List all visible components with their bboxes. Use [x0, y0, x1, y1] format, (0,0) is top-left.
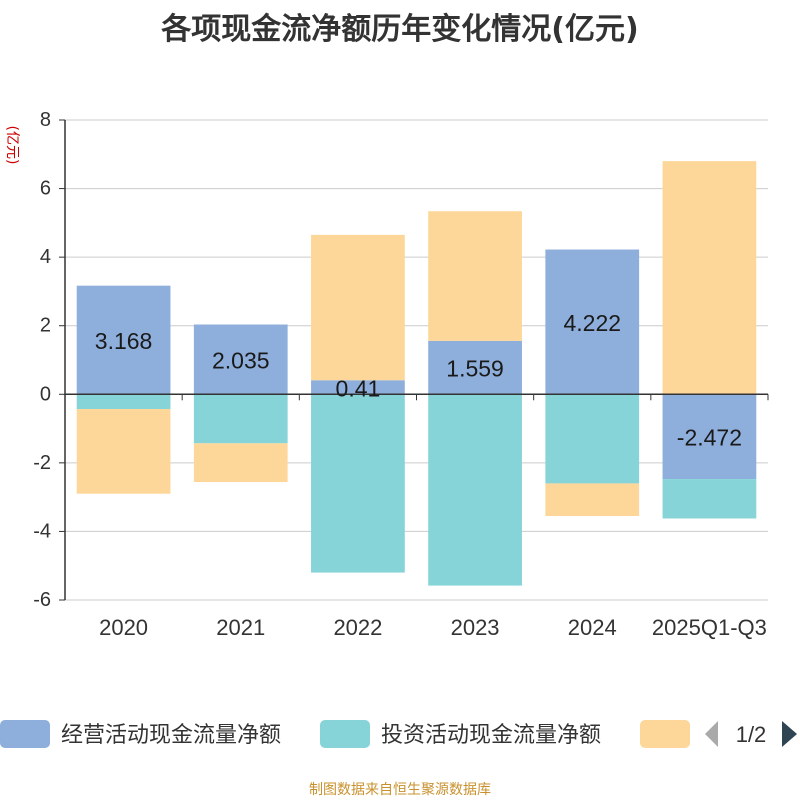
bar-series1-2025Q1-Q3[interactable] [662, 394, 757, 480]
x-tick-label: 2025Q1-Q3 [652, 615, 767, 640]
y-tick-label: -2 [33, 452, 51, 474]
legend-swatch-2[interactable] [320, 720, 370, 748]
y-tick-label: 8 [40, 109, 51, 131]
bar-series1-2021[interactable] [193, 324, 288, 395]
data-label: 1.559 [446, 356, 504, 382]
source-footer: 制图数据来自恒生聚源数据库 [309, 782, 491, 798]
chart-title: 各项现金流净额历年变化情况(亿元) [161, 12, 639, 47]
bar-series2-2024[interactable] [545, 394, 640, 484]
bar-series2-2021[interactable] [193, 394, 288, 444]
bar-series1-2020[interactable] [76, 285, 171, 395]
y-tick-label: 6 [40, 178, 51, 200]
bar-series2-2022[interactable] [311, 394, 405, 573]
y-tick-label: 0 [40, 383, 51, 405]
bar-series3-2023[interactable] [428, 211, 522, 341]
bar-series2-2023[interactable] [428, 394, 522, 586]
legend-label-2[interactable]: 投资活动现金流量净额 [381, 723, 601, 748]
bar-series3-2024[interactable] [545, 483, 640, 516]
y-axis-label: (亿元) [4, 126, 20, 165]
x-tick-label: 2022 [333, 615, 382, 640]
bar-series3-2021[interactable] [193, 443, 288, 483]
y-tick-label: -6 [33, 589, 51, 611]
bar-series3-2020[interactable] [76, 409, 171, 494]
x-tick-label: 2020 [99, 615, 148, 640]
y-tick-label: -4 [33, 520, 51, 542]
bar-series1-2023[interactable] [428, 340, 522, 395]
x-tick-label: 2021 [216, 615, 265, 640]
bar-series1-2022[interactable] [311, 380, 405, 395]
y-tick-label: 2 [40, 315, 51, 337]
data-label: 4.222 [563, 310, 621, 336]
pager-prev-icon[interactable] [705, 721, 718, 747]
bar-series3-2025Q1-Q3[interactable] [662, 161, 757, 395]
bar-series2-2020[interactable] [76, 394, 171, 410]
bar-series1-2024[interactable] [545, 249, 640, 395]
bar-series3-2022[interactable] [311, 234, 405, 381]
legend-swatch-1[interactable] [0, 720, 50, 748]
legend-page-indicator: 1/2 [736, 722, 767, 747]
x-tick-label: 2024 [568, 615, 617, 640]
x-tick-label: 2023 [451, 615, 500, 640]
data-label: 2.035 [212, 347, 270, 373]
pager-next-icon[interactable] [782, 721, 797, 747]
data-label: -2.472 [677, 425, 742, 451]
data-label: 3.168 [95, 328, 153, 354]
legend-label-1[interactable]: 经营活动现金流量净额 [61, 723, 281, 748]
legend-swatch-3[interactable] [640, 720, 690, 748]
y-tick-label: 4 [40, 246, 51, 268]
data-label: 0.41 [336, 375, 381, 401]
bar-series2-2025Q1-Q3[interactable] [662, 479, 757, 519]
